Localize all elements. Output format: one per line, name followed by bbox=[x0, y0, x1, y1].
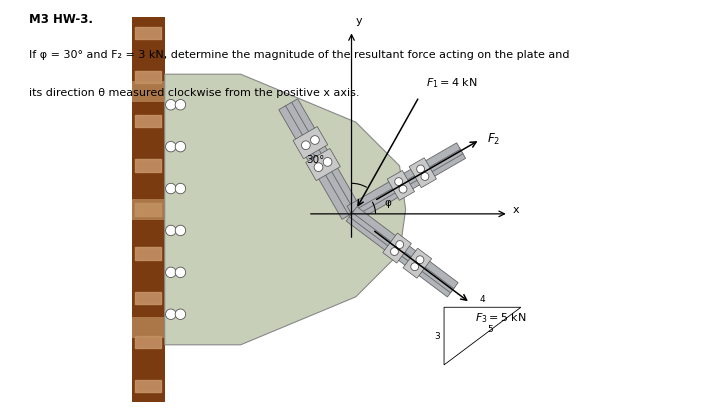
Text: φ: φ bbox=[385, 197, 391, 207]
Text: $F_1 = 4$ kN: $F_1 = 4$ kN bbox=[426, 76, 478, 90]
Circle shape bbox=[166, 267, 176, 277]
Text: If φ = 30° and F₂ = 3 kN, determine the magnitude of the resultant force acting : If φ = 30° and F₂ = 3 kN, determine the … bbox=[29, 50, 569, 60]
Bar bbox=[131, 317, 165, 338]
Circle shape bbox=[411, 263, 419, 271]
Bar bbox=[131, 81, 165, 102]
Polygon shape bbox=[409, 158, 437, 188]
Polygon shape bbox=[293, 127, 328, 159]
Circle shape bbox=[395, 178, 402, 186]
Circle shape bbox=[175, 99, 186, 110]
Circle shape bbox=[175, 309, 186, 319]
Polygon shape bbox=[349, 211, 455, 293]
Polygon shape bbox=[347, 143, 460, 212]
Text: $F_3 = 5$ kN: $F_3 = 5$ kN bbox=[475, 312, 526, 326]
Polygon shape bbox=[291, 99, 361, 212]
Text: 5: 5 bbox=[488, 325, 493, 334]
Circle shape bbox=[166, 225, 176, 235]
Polygon shape bbox=[165, 74, 406, 345]
Text: M3 HW-3.: M3 HW-3. bbox=[29, 13, 92, 26]
Circle shape bbox=[314, 163, 323, 171]
Polygon shape bbox=[352, 152, 465, 222]
Polygon shape bbox=[403, 248, 432, 278]
Circle shape bbox=[166, 183, 176, 194]
Circle shape bbox=[175, 142, 186, 152]
Text: 30°: 30° bbox=[305, 155, 324, 165]
Circle shape bbox=[166, 142, 176, 152]
Circle shape bbox=[301, 141, 310, 150]
Circle shape bbox=[166, 309, 176, 319]
Circle shape bbox=[399, 185, 407, 193]
Circle shape bbox=[166, 99, 176, 110]
Bar bbox=[131, 18, 165, 401]
Polygon shape bbox=[350, 147, 463, 217]
Circle shape bbox=[323, 158, 332, 166]
Circle shape bbox=[310, 136, 319, 145]
Circle shape bbox=[391, 248, 399, 256]
Text: $F_2$: $F_2$ bbox=[487, 132, 500, 147]
Circle shape bbox=[417, 165, 424, 173]
Polygon shape bbox=[387, 171, 414, 200]
Polygon shape bbox=[346, 215, 452, 297]
Circle shape bbox=[416, 256, 424, 264]
Text: 4: 4 bbox=[480, 295, 485, 304]
Circle shape bbox=[175, 267, 186, 277]
Text: its direction θ measured clockwise from the positive x axis.: its direction θ measured clockwise from … bbox=[29, 88, 359, 98]
Text: x: x bbox=[513, 205, 520, 215]
Circle shape bbox=[175, 183, 186, 194]
Bar bbox=[131, 199, 165, 220]
Circle shape bbox=[175, 225, 186, 235]
Circle shape bbox=[421, 173, 429, 181]
Text: y: y bbox=[356, 16, 363, 26]
Polygon shape bbox=[285, 102, 355, 216]
Polygon shape bbox=[383, 233, 412, 263]
Polygon shape bbox=[305, 148, 341, 181]
Circle shape bbox=[396, 241, 404, 248]
Polygon shape bbox=[279, 106, 349, 219]
Text: 3: 3 bbox=[435, 331, 440, 341]
Polygon shape bbox=[353, 207, 458, 289]
